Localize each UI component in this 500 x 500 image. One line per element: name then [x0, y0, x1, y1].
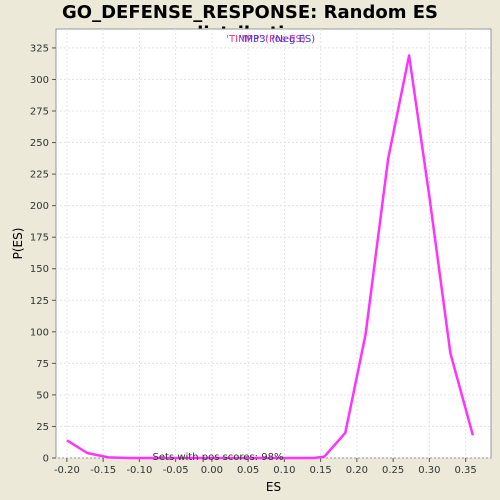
plot-area	[55, 28, 492, 459]
legend-entry-pos: 'TIMP3' (Pos ES)	[226, 34, 306, 45]
y-tick-label: 75	[36, 359, 49, 370]
y-tick-label: 200	[30, 201, 49, 212]
y-tick-label: 250	[30, 138, 49, 149]
y-tick-label: 125	[30, 296, 49, 307]
grid-layer	[56, 29, 491, 459]
x-tick-label: 0.05	[237, 465, 259, 476]
x-tick-label: 0.30	[418, 465, 440, 476]
y-tick-label: 50	[36, 390, 49, 401]
series-layer	[66, 54, 475, 460]
legend-entry-neg: 'IMP3' (Neg ES)	[239, 34, 315, 45]
y-tick-label: 25	[36, 422, 49, 433]
y-tick-label: 175	[30, 233, 49, 244]
y-tick-label: 300	[30, 75, 49, 86]
x-tick-label: 0.00	[201, 465, 223, 476]
y-tick-label: 275	[30, 107, 49, 118]
y-tick-label: 100	[30, 327, 49, 338]
annotation-pos-scores: Sets with pos scores: 98%	[153, 452, 284, 463]
x-tick-label: -0.15	[90, 465, 116, 476]
x-tick-label: 0.25	[382, 465, 404, 476]
y-axis-label: P(ES)	[11, 228, 25, 260]
y-tick-label: 150	[30, 264, 49, 275]
y-tick-label: 0	[43, 454, 49, 465]
y-tick-label: 325	[30, 43, 49, 54]
y-tick-label: 225	[30, 170, 49, 181]
x-tick-label: -0.20	[54, 465, 80, 476]
x-axis-label: ES	[266, 480, 281, 494]
x-tick-label: 0.10	[273, 465, 295, 476]
x-tick-label: -0.10	[126, 465, 152, 476]
axis-layer: 0 25 50 75 100 125 150 175 200 225 250 275 300 325 -0.…	[30, 43, 477, 476]
x-tick-label: 0.35	[454, 465, 476, 476]
x-tick-label: -0.05	[163, 465, 189, 476]
x-tick-label: 0.15	[309, 465, 331, 476]
x-tick-label: 0.20	[346, 465, 368, 476]
